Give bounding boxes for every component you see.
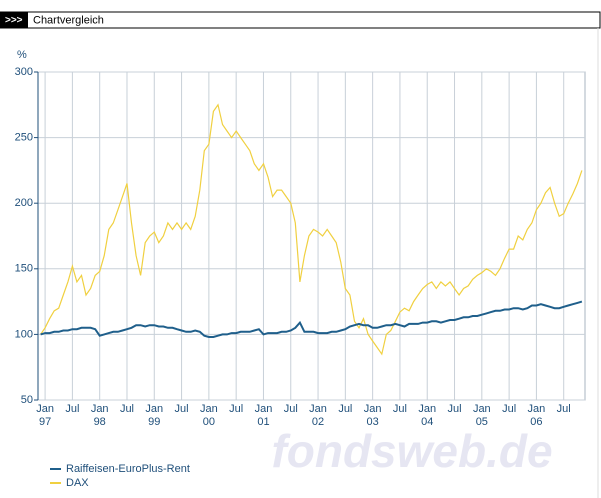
y-axis-label: % bbox=[17, 49, 27, 61]
x-tick-label: Jul bbox=[393, 403, 407, 415]
x-tick-label: Jul bbox=[120, 403, 134, 415]
x-tick-label: Jan bbox=[36, 403, 54, 415]
series-line bbox=[40, 300, 583, 338]
plot-area bbox=[37, 71, 586, 401]
y-tick-label: 100 bbox=[15, 328, 33, 340]
x-tick-label: Jul bbox=[175, 403, 189, 415]
x-tick-label: Jul bbox=[447, 403, 461, 415]
y-tick-label: 250 bbox=[15, 132, 33, 144]
x-tick-label: Jan bbox=[418, 403, 436, 415]
x-tick-label: Jan bbox=[364, 403, 382, 415]
x-tick-label: Jul bbox=[502, 403, 516, 415]
x-tick-year: 99 bbox=[148, 416, 160, 428]
legend-label: DAX bbox=[66, 477, 89, 489]
y-tick-label: 50 bbox=[21, 394, 33, 406]
x-tick-label: Jul bbox=[284, 403, 298, 415]
y-tick-label: 300 bbox=[15, 66, 33, 78]
x-tick-year: 04 bbox=[421, 416, 433, 428]
x-tick-label: Jan bbox=[91, 403, 109, 415]
header-title: Chartvergleich bbox=[33, 14, 104, 26]
x-tick-label: Jul bbox=[229, 403, 243, 415]
x-tick-year: 05 bbox=[476, 416, 488, 428]
x-tick-label: Jan bbox=[473, 403, 491, 415]
x-tick-year: 02 bbox=[312, 416, 324, 428]
y-tick-label: 150 bbox=[15, 263, 33, 275]
series-line bbox=[40, 103, 583, 356]
x-tick-label: Jul bbox=[557, 403, 571, 415]
x-tick-label: Jan bbox=[200, 403, 218, 415]
x-tick-label: Jan bbox=[255, 403, 273, 415]
x-tick-year: 03 bbox=[367, 416, 379, 428]
header-bar bbox=[0, 11, 601, 29]
x-tick-label: Jul bbox=[65, 403, 79, 415]
x-tick-year: 97 bbox=[39, 416, 51, 428]
x-tick-label: Jan bbox=[528, 403, 546, 415]
x-tick-year: 01 bbox=[257, 416, 269, 428]
legend-label: Raiffeisen-EuroPlus-Rent bbox=[66, 463, 190, 475]
x-tick-label: Jul bbox=[338, 403, 352, 415]
y-tick-label: 200 bbox=[15, 197, 33, 209]
x-tick-year: 98 bbox=[94, 416, 106, 428]
x-tick-label: Jan bbox=[309, 403, 327, 415]
x-tick-year: 06 bbox=[530, 416, 542, 428]
x-tick-label: Jan bbox=[145, 403, 163, 415]
header-icon: >>> bbox=[5, 15, 23, 26]
x-tick-year: 00 bbox=[203, 416, 215, 428]
header-icon-box bbox=[0, 12, 28, 28]
watermark: fondsweb.de bbox=[271, 425, 552, 477]
